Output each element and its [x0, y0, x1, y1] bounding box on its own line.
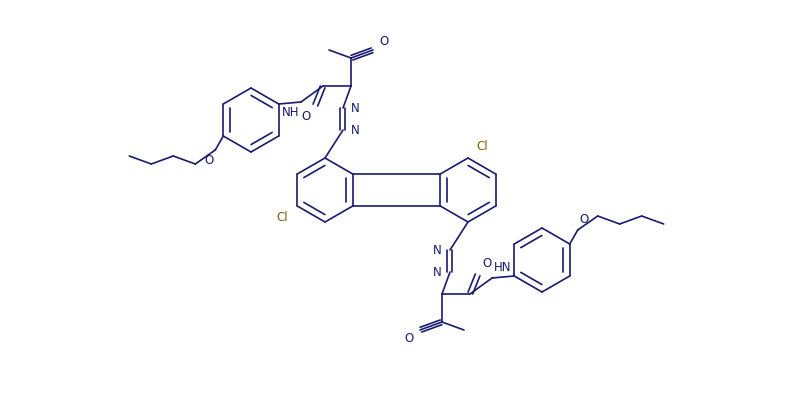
Text: O: O [481, 257, 491, 270]
Text: N: N [433, 243, 441, 256]
Text: Cl: Cl [476, 140, 487, 153]
Text: O: O [302, 110, 310, 123]
Text: N: N [350, 124, 359, 137]
Text: O: O [379, 35, 387, 48]
Text: N: N [433, 265, 441, 278]
Text: NH: NH [282, 106, 298, 119]
Text: O: O [579, 213, 588, 226]
Text: Cl: Cl [277, 211, 288, 224]
Text: N: N [350, 102, 359, 115]
Text: HN: HN [493, 261, 511, 274]
Text: O: O [404, 332, 414, 345]
Text: O: O [204, 154, 213, 167]
